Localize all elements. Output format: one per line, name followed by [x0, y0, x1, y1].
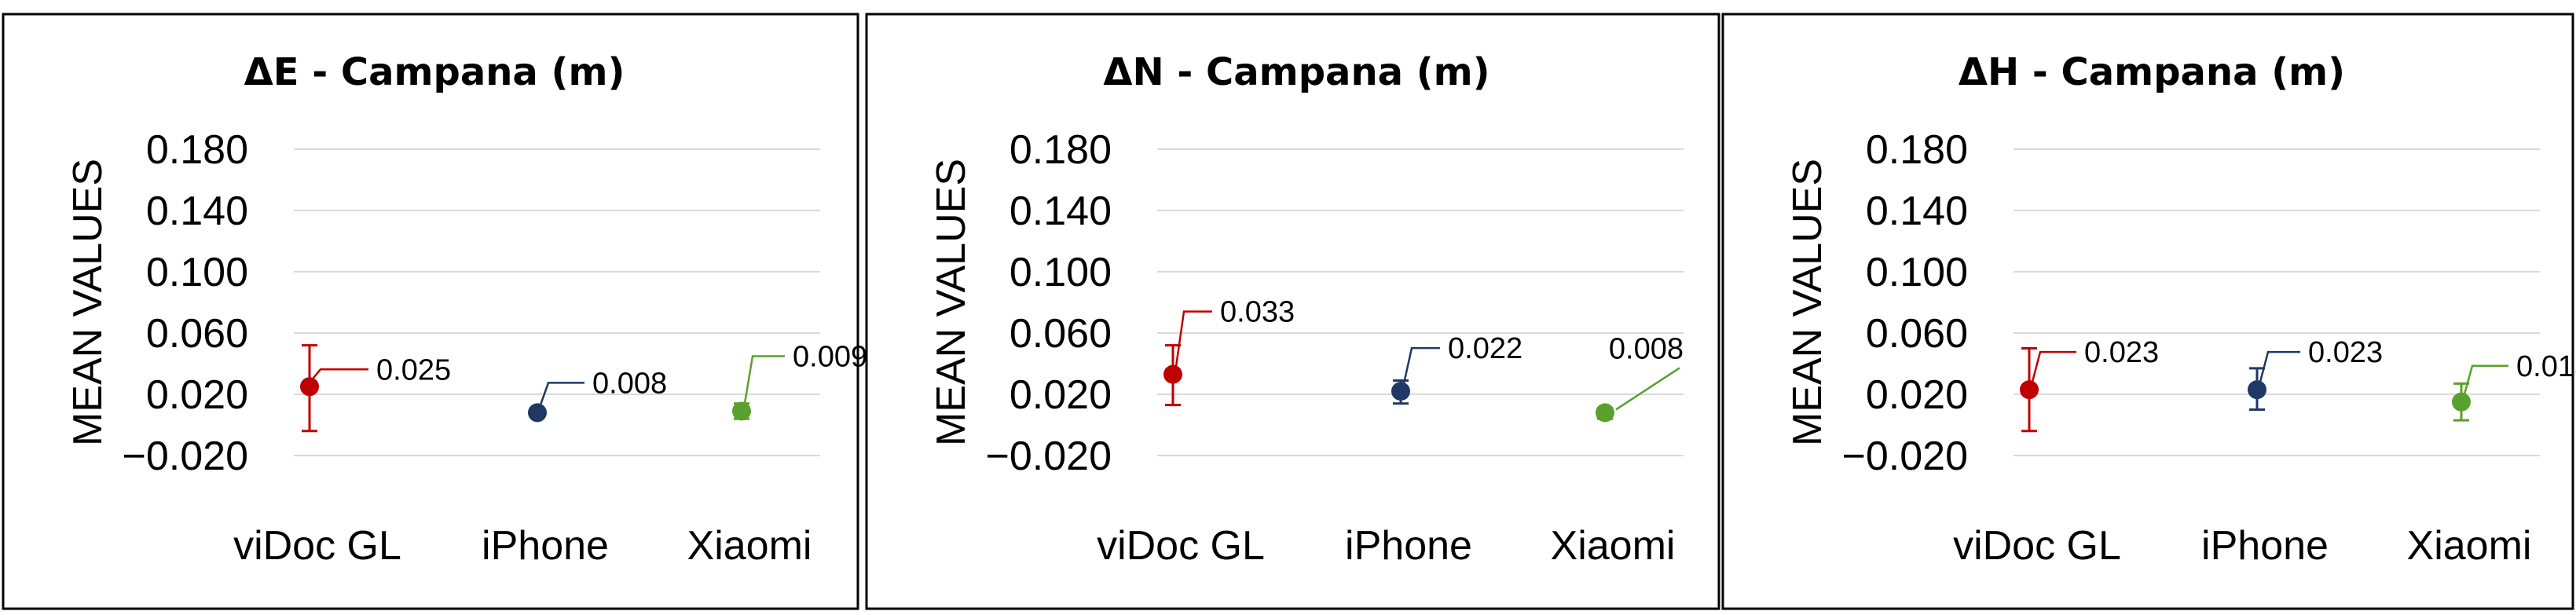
- data-label-leader: [312, 368, 368, 380]
- data-point: [732, 401, 751, 421]
- data-label-leader: [1615, 367, 1680, 411]
- chart-title: ΔN - Campana (m): [1103, 50, 1490, 94]
- x-category-label: iPhone: [1345, 523, 1472, 569]
- data-point: [300, 377, 319, 397]
- panel-border: [2, 13, 859, 610]
- y-tick-label: 0.180: [146, 127, 248, 173]
- y-tick-label: 0.060: [1010, 311, 1112, 357]
- data-label: 0.023: [2084, 336, 2159, 369]
- y-axis-label: MEAN VALUES: [65, 159, 111, 446]
- data-label-leader: [1402, 346, 1440, 384]
- data-label: 0.008: [592, 367, 667, 400]
- x-category-label: viDoc GL: [1097, 523, 1265, 569]
- y-tick-label: 0.100: [1010, 250, 1112, 295]
- y-axis-label: MEAN VALUES: [929, 159, 974, 446]
- chart-panel-2: ΔN - Campana (m) MEAN VALUES 0.180 0.140 0.1…: [865, 13, 1720, 610]
- y-tick-label: 0.020: [1010, 372, 1112, 418]
- data-label-leader: [743, 355, 785, 404]
- data-label: 0.022: [1448, 332, 1523, 365]
- x-category-label: viDoc GL: [233, 523, 401, 569]
- data-label: 0.033: [1220, 296, 1295, 329]
- x-category-label: Xiaomi: [2407, 523, 2532, 569]
- data-label-leader: [2031, 350, 2076, 383]
- x-category-label: iPhone: [482, 523, 609, 569]
- y-tick-label: 0.140: [1866, 189, 1968, 234]
- y-tick-label: 0.100: [146, 250, 248, 295]
- data-label-leader: [2259, 350, 2300, 383]
- data-point: [528, 403, 547, 423]
- data-label: 0.008: [1609, 332, 1684, 365]
- x-category-label: Xiaomi: [687, 523, 812, 569]
- chart-title: ΔE - Campana (m): [244, 50, 625, 94]
- data-point: [2020, 380, 2039, 400]
- y-tick-label: −0.020: [1842, 434, 1969, 479]
- chart-panel-1: ΔE - Campana (m) MEAN VALUES 0.180 0.140 0.1…: [2, 13, 867, 610]
- data-label-leader: [539, 382, 584, 405]
- y-axis-label: MEAN VALUES: [1785, 159, 1830, 446]
- data-point: [1163, 364, 1182, 384]
- chart-panel-3: ΔH - Campana (m) MEAN VALUES 0.180 0.140 0.1…: [1721, 13, 2576, 610]
- data-label: 0.009: [793, 340, 867, 373]
- data-point: [2248, 380, 2266, 400]
- chart-title: ΔH - Campana (m): [1959, 50, 2345, 94]
- panel-border: [1721, 13, 2574, 610]
- y-tick-label: 0.140: [146, 189, 248, 234]
- y-tick-label: 0.180: [1866, 127, 1968, 173]
- y-tick-label: 0.020: [1866, 372, 1968, 418]
- y-tick-label: 0.100: [1866, 250, 1968, 295]
- y-tick-label: 0.140: [1010, 189, 1112, 234]
- panel-border: [865, 13, 1720, 610]
- data-point: [2452, 392, 2471, 412]
- x-category-label: viDoc GL: [1953, 523, 2121, 569]
- x-category-label: Xiaomi: [1551, 523, 1676, 569]
- y-tick-label: 0.060: [1866, 311, 1968, 357]
- data-label: 0.015: [2516, 350, 2576, 383]
- y-tick-label: 0.180: [1010, 127, 1112, 173]
- data-label-leader: [2463, 364, 2508, 395]
- y-tick-label: −0.020: [123, 434, 249, 479]
- data-label: 0.023: [2308, 336, 2383, 369]
- data-point: [1596, 403, 1614, 423]
- data-label: 0.025: [376, 353, 451, 386]
- data-label-leader: [1174, 310, 1212, 367]
- x-category-label: iPhone: [2201, 523, 2329, 569]
- y-tick-label: −0.020: [986, 434, 1112, 479]
- data-point: [1391, 382, 1410, 401]
- y-tick-label: 0.060: [146, 311, 248, 357]
- y-tick-label: 0.020: [146, 372, 248, 418]
